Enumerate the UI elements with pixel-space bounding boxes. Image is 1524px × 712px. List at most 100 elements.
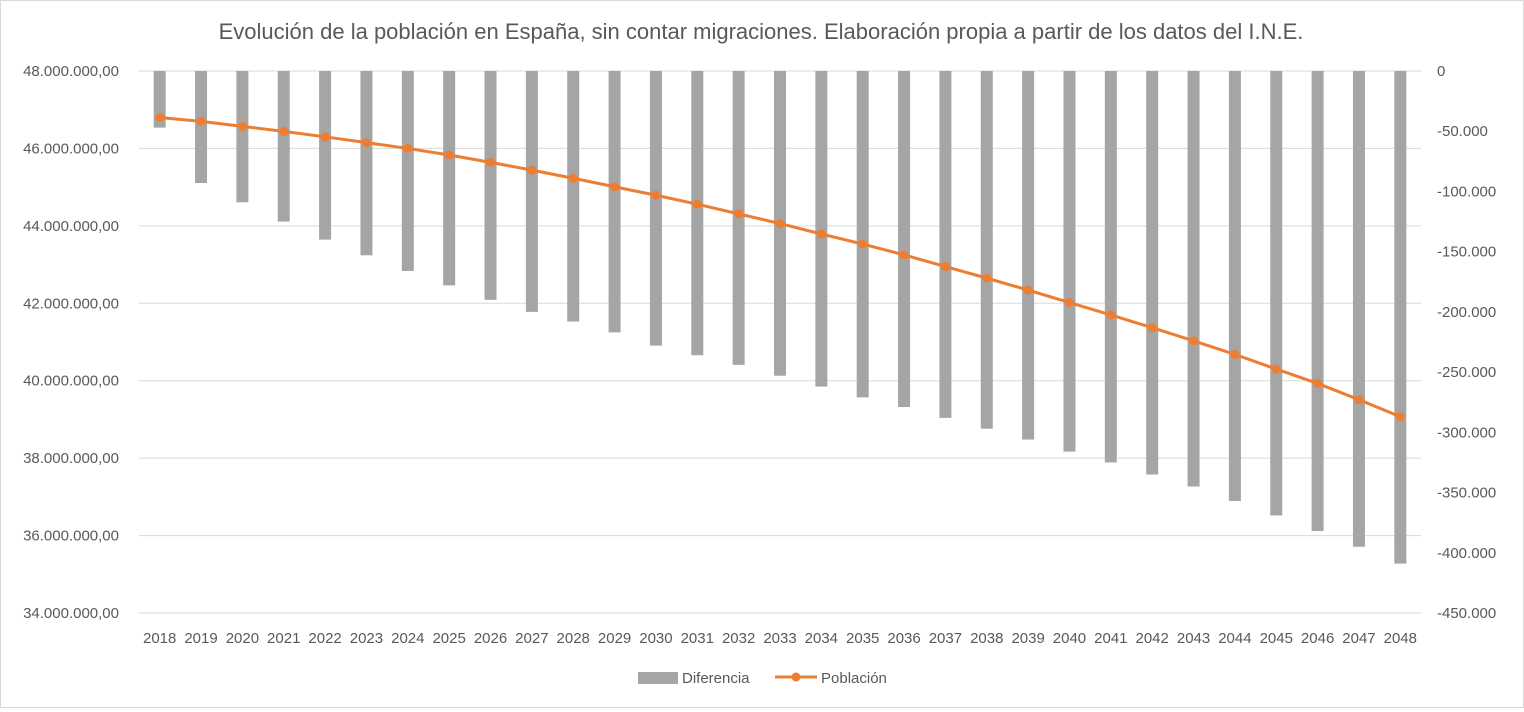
left-axis-tick-label: 48.000.000,00 (23, 63, 119, 80)
bar-diferencia (443, 71, 456, 286)
right-axis-tick-label: -100.000 (1437, 183, 1496, 200)
x-axis-tick-label: 2042 (1136, 630, 1169, 647)
point-poblacion (692, 199, 702, 209)
x-axis-tick-label: 2022 (308, 630, 341, 647)
bar-diferencia (567, 71, 580, 322)
left-axis-tick-label: 42.000.000,00 (23, 295, 119, 312)
x-axis-tick-label: 2037 (929, 630, 962, 647)
left-axis-tick-label: 46.000.000,00 (23, 140, 119, 157)
x-axis-tick-label: 2036 (887, 630, 920, 647)
point-poblacion (1230, 349, 1240, 359)
left-axis-tick-label: 36.000.000,00 (23, 528, 119, 545)
point-poblacion (1106, 310, 1116, 320)
left-axis-tick-label: 38.000.000,00 (23, 450, 119, 467)
x-axis-tick-label: 2018 (143, 630, 176, 647)
point-poblacion (155, 112, 165, 122)
bar-diferencia (319, 71, 332, 240)
bar-diferencia (856, 71, 869, 398)
x-axis-tick-label: 2045 (1260, 630, 1293, 647)
x-axis-tick-label: 2048 (1384, 630, 1417, 647)
bar-diferencia (1311, 71, 1324, 532)
point-poblacion (1147, 323, 1157, 333)
point-poblacion (610, 182, 620, 192)
bar-diferencia (898, 71, 911, 408)
x-axis-tick-label: 2025 (432, 630, 465, 647)
right-axis-tick-label: 0 (1437, 63, 1445, 80)
point-poblacion (734, 209, 744, 219)
bar-diferencia (1270, 71, 1283, 516)
x-axis-tick-label: 2030 (639, 630, 672, 647)
right-axis-tick-label: -250.000 (1437, 364, 1496, 381)
point-poblacion (527, 165, 537, 175)
x-axis-tick-label: 2039 (1011, 630, 1044, 647)
x-axis-tick-label: 2019 (184, 630, 217, 647)
legend: Diferencia Población (638, 670, 887, 687)
left-axis-tick-label: 40.000.000,00 (23, 373, 119, 390)
x-axis-tick-label: 2028 (557, 630, 590, 647)
x-axis-tick-label: 2031 (681, 630, 714, 647)
x-axis-tick-label: 2029 (598, 630, 631, 647)
bar-diferencia (1146, 71, 1159, 475)
right-axis-tick-label: -300.000 (1437, 424, 1496, 441)
point-poblacion (1271, 364, 1281, 374)
bar-diferencia (360, 71, 373, 256)
bar-diferencia (691, 71, 704, 356)
point-poblacion (1395, 412, 1405, 422)
bar-diferencia (525, 71, 538, 312)
x-axis-tick-label: 2024 (391, 630, 424, 647)
bar-diferencia (1352, 71, 1365, 547)
right-axis-ticks: 0 -50.000 -100.000 -150.000 -200.000 -250.000… (1437, 63, 1496, 622)
diferencia-bars (153, 71, 1407, 564)
right-axis-tick-label: -400.000 (1437, 545, 1496, 562)
legend-label-poblacion: Población (821, 670, 887, 687)
right-axis-tick-label: -150.000 (1437, 244, 1496, 261)
right-axis-tick-label: -50.000 (1437, 123, 1488, 140)
bar-diferencia (1394, 71, 1407, 564)
point-poblacion (775, 219, 785, 229)
bar-diferencia (153, 71, 166, 128)
legend-label-diferencia: Diferencia (682, 670, 750, 687)
x-axis-tick-label: 2032 (722, 630, 755, 647)
x-axis-tick-label: 2047 (1342, 630, 1375, 647)
point-poblacion (1189, 336, 1199, 346)
point-poblacion (486, 157, 496, 167)
x-axis-ticks: 2018 2019 2020 2021 2022 2023 2024 2025 2026 2027… (143, 630, 1417, 647)
bar-diferencia (484, 71, 497, 300)
bar-diferencia (608, 71, 621, 333)
point-poblacion (1023, 285, 1033, 295)
bar-diferencia (1022, 71, 1035, 440)
right-axis-tick-label: -200.000 (1437, 304, 1496, 321)
point-poblacion (403, 143, 413, 153)
x-axis-tick-label: 2035 (846, 630, 879, 647)
x-axis-tick-label: 2040 (1053, 630, 1086, 647)
poblacion-line (155, 112, 1405, 422)
legend-swatch-diferencia (638, 672, 678, 684)
point-poblacion (899, 250, 909, 260)
x-axis-tick-label: 2041 (1094, 630, 1127, 647)
point-poblacion (940, 262, 950, 272)
x-axis-tick-label: 2038 (970, 630, 1003, 647)
point-poblacion (320, 132, 330, 142)
x-axis-tick-label: 2034 (805, 630, 838, 647)
point-poblacion (1064, 298, 1074, 308)
x-axis-tick-label: 2021 (267, 630, 300, 647)
point-poblacion (858, 239, 868, 249)
point-poblacion (196, 116, 206, 126)
x-axis-tick-label: 2033 (763, 630, 796, 647)
legend-swatch-poblacion-marker (791, 672, 801, 682)
point-poblacion (568, 173, 578, 183)
x-axis-tick-label: 2023 (350, 630, 383, 647)
x-axis-tick-label: 2043 (1177, 630, 1210, 647)
point-poblacion (444, 150, 454, 160)
bar-diferencia (649, 71, 662, 346)
bar-diferencia (195, 71, 208, 184)
bar-diferencia (277, 71, 290, 222)
point-poblacion (237, 121, 247, 131)
chart-title: Evolución de la población en España, sin… (219, 19, 1304, 44)
left-axis-tick-label: 44.000.000,00 (23, 218, 119, 235)
left-axis-tick-label: 34.000.000,00 (23, 605, 119, 622)
bar-diferencia (1063, 71, 1076, 452)
x-axis-tick-label: 2026 (474, 630, 507, 647)
